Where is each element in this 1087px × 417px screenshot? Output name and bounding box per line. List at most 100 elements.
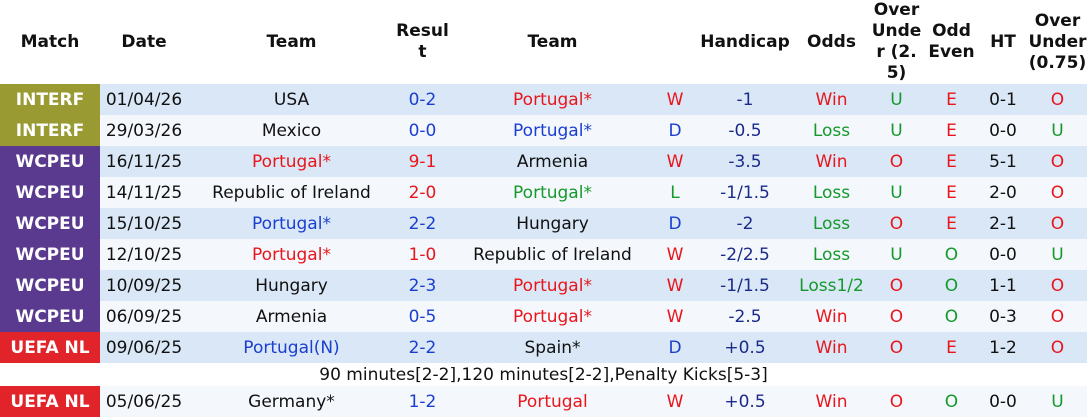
home-team: Germany* (188, 386, 395, 417)
date: 15/10/25 (100, 208, 188, 239)
home-team: Portugal(N) (188, 332, 395, 363)
half-time: 0-1 (978, 84, 1028, 115)
competition: WCPEU (0, 208, 100, 239)
date: 10/09/25 (100, 270, 188, 301)
score: 2-2 (395, 208, 450, 239)
header-cell (655, 0, 695, 84)
date: 29/03/26 (100, 115, 188, 146)
date: 14/11/25 (100, 177, 188, 208)
away-team: Portugal* (450, 115, 655, 146)
handicap: -1/1.5 (695, 177, 795, 208)
score: 2-0 (395, 177, 450, 208)
date: 16/11/25 (100, 146, 188, 177)
date: 06/09/25 (100, 301, 188, 332)
result: W (655, 146, 695, 177)
result: D (655, 332, 695, 363)
over-under: O (868, 208, 925, 239)
competition: WCPEU (0, 301, 100, 332)
odds: Win (795, 386, 868, 417)
odds: Loss (795, 208, 868, 239)
home-team: Republic of Ireland (188, 177, 395, 208)
match-row: WCPEU 06/09/25 Armenia 0-5 Portugal* W -2.5 Win… (0, 301, 1087, 332)
half-time: 0-0 (978, 386, 1028, 417)
over-under: O (868, 270, 925, 301)
result: W (655, 301, 695, 332)
competition: WCPEU (0, 177, 100, 208)
over-under: O (868, 146, 925, 177)
over-under: O (868, 332, 925, 363)
over-under: U (868, 177, 925, 208)
match-row: UEFA NL 09/06/25 Portugal(N) 2-2 Spain* D +0.5… (0, 332, 1087, 363)
over-under-075: O (1028, 84, 1087, 115)
odd-even: E (925, 177, 978, 208)
handicap: -3.5 (695, 146, 795, 177)
over-under-075: O (1028, 208, 1087, 239)
away-team: Portugal* (450, 270, 655, 301)
away-team: Portugal* (450, 84, 655, 115)
result: W (655, 270, 695, 301)
competition: WCPEU (0, 270, 100, 301)
odds: Loss (795, 239, 868, 270)
header-cell: Match (20, 31, 80, 52)
handicap: -0.5 (695, 115, 795, 146)
score: 2-3 (395, 270, 450, 301)
over-under-075: U (1028, 239, 1087, 270)
odd-even: O (925, 239, 978, 270)
home-team: Portugal* (188, 208, 395, 239)
away-team: Hungary (450, 208, 655, 239)
over-under-075: O (1028, 146, 1087, 177)
result: W (655, 386, 695, 417)
result: W (655, 84, 695, 115)
result: D (655, 208, 695, 239)
handicap: -1/1.5 (695, 270, 795, 301)
home-team: Portugal* (188, 146, 395, 177)
over-under-075: O (1028, 177, 1087, 208)
table-body: INTERF 01/04/26 USA 0-2 Portugal* W -1 Win U E 0-1… (0, 84, 1087, 417)
over-under: U (868, 84, 925, 115)
competition: WCPEU (0, 146, 100, 177)
handicap: +0.5 (695, 386, 795, 417)
half-time: 2-0 (978, 177, 1028, 208)
competition: UEFA NL (0, 386, 100, 417)
date: 01/04/26 (100, 84, 188, 115)
header-row: Match Date Team Result Team Handicap Odds Over … (0, 0, 1087, 84)
home-team: Armenia (188, 301, 395, 332)
score: 9-1 (395, 146, 450, 177)
over-under-075: O (1028, 301, 1087, 332)
half-time: 0-0 (978, 239, 1028, 270)
score: 0-5 (395, 301, 450, 332)
score: 0-2 (395, 84, 450, 115)
away-team: Republic of Ireland (450, 239, 655, 270)
over-under-075: O (1028, 270, 1087, 301)
result: L (655, 177, 695, 208)
header-cell: Odd Even (928, 21, 975, 62)
over-under-075: U (1028, 115, 1087, 146)
header-cell: HT (990, 31, 1016, 52)
odd-even: E (925, 332, 978, 363)
odd-even: E (925, 84, 978, 115)
match-row: WCPEU 14/11/25 Republic of Ireland 2-0 Portu… (0, 177, 1087, 208)
odds: Loss (795, 177, 868, 208)
over-under: U (868, 239, 925, 270)
over-under: U (868, 115, 925, 146)
header-cell: Team (266, 31, 317, 52)
header-cell: Date (121, 31, 167, 52)
header-cell: Over Under (2.5) (871, 0, 922, 83)
match-row: WCPEU 10/09/25 Hungary 2-3 Portugal* W -1/1.5 L… (0, 270, 1087, 301)
match-row: WCPEU 15/10/25 Portugal* 2-2 Hungary D -2 Loss O… (0, 208, 1087, 239)
match-row: INTERF 01/04/26 USA 0-2 Portugal* W -1 Win U E 0-1… (0, 84, 1087, 115)
match-row: WCPEU 16/11/25 Portugal* 9-1 Armenia W -3.5 Win… (0, 146, 1087, 177)
match-note: 90 minutes[2-2],120 minutes[2-2],Penalty… (0, 363, 1087, 386)
match-row: UEFA NL 05/06/25 Germany* 1-2 Portugal W +0.5 W… (0, 386, 1087, 417)
over-under-075: U (1028, 386, 1087, 417)
handicap: -1 (695, 84, 795, 115)
competition: UEFA NL (0, 332, 100, 363)
odd-even: E (925, 208, 978, 239)
home-team: Portugal* (188, 239, 395, 270)
date: 09/06/25 (100, 332, 188, 363)
handicap: -2/2.5 (695, 239, 795, 270)
score: 2-2 (395, 332, 450, 363)
odd-even: O (925, 270, 978, 301)
